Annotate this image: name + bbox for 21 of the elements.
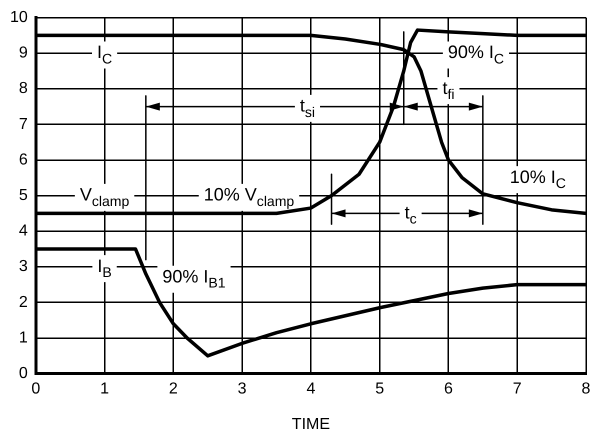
x-tick-label: 1 [100,380,110,398]
y-tick-label: 3 [18,258,28,276]
y-tick-label: 6 [18,151,28,168]
x-tick-label: 0 [31,380,40,398]
x-tick-label: 7 [512,380,522,398]
y-tick-label: 1 [18,329,28,346]
y-tick-label: 5 [18,187,28,204]
y-tick-label: 9 [18,44,28,62]
x-tick-label: 8 [582,380,591,398]
x-tick-label: 3 [238,380,247,398]
x-axis-title: TIME [292,416,330,433]
y-tick-label: 2 [18,294,28,311]
x-tick-label: 5 [375,380,384,398]
x-tick-label: 4 [306,380,316,398]
y-tick-label: 7 [18,116,28,133]
y-tick-label: 4 [18,222,28,240]
y-tick-label: 10 [10,9,28,26]
x-tick-label: 6 [444,380,453,398]
y-tick-label: 8 [18,80,28,98]
x-tick-label: 2 [168,380,178,398]
y-tick-label: 0 [18,365,28,382]
